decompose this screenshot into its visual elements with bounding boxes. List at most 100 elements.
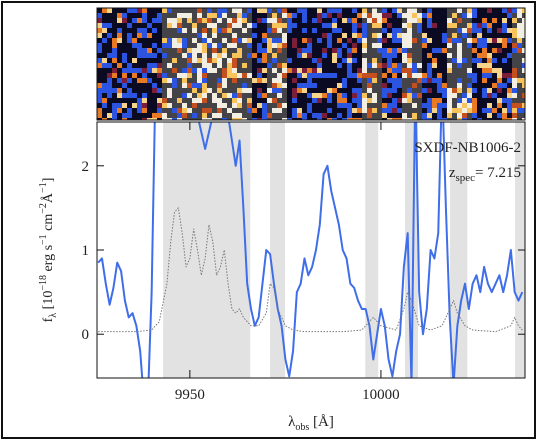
image-pixel <box>367 118 372 120</box>
image-pixel <box>452 88 457 93</box>
image-pixel <box>107 53 112 58</box>
image-pixel <box>402 48 407 53</box>
image-pixel <box>207 83 212 88</box>
image-pixel <box>452 28 457 33</box>
image-pixel <box>382 73 387 78</box>
image-pixel <box>107 23 112 28</box>
redshift-value: = 7.215 <box>475 165 521 181</box>
image-pixel <box>352 48 357 53</box>
image-pixel <box>427 8 432 13</box>
image-pixel <box>297 53 302 58</box>
image-pixel <box>317 93 322 98</box>
image-pixel <box>447 13 452 18</box>
image-pixel <box>232 93 237 98</box>
image-pixel <box>232 108 237 113</box>
image-pixel <box>472 8 477 13</box>
image-pixel <box>417 48 422 53</box>
image-pixel <box>187 103 192 108</box>
image-pixel <box>142 13 147 18</box>
image-pixel <box>382 13 387 18</box>
image-pixel <box>182 13 187 18</box>
image-pixel <box>377 103 382 108</box>
y-axis-label-part: [10 <box>41 291 56 313</box>
image-pixel <box>182 88 187 93</box>
image-pixel <box>142 8 147 13</box>
image-pixel <box>257 68 262 73</box>
image-pixel <box>472 38 477 43</box>
image-pixel <box>202 43 207 48</box>
image-pixel <box>422 103 427 108</box>
image-pixel <box>172 53 177 58</box>
image-pixel <box>202 8 207 13</box>
image-pixel <box>197 88 202 93</box>
image-pixel <box>217 43 222 48</box>
image-pixel <box>407 68 412 73</box>
image-pixel <box>452 43 457 48</box>
image-pixel <box>262 108 267 113</box>
image-pixel <box>197 23 202 28</box>
image-pixel <box>242 23 247 28</box>
image-pixel <box>497 98 502 103</box>
image-pixel <box>447 33 452 38</box>
image-pixel <box>277 48 282 53</box>
image-pixel <box>307 38 312 43</box>
image-pixel <box>462 103 467 108</box>
image-pixel <box>377 53 382 58</box>
y-tick-label: 1 <box>82 243 90 259</box>
image-pixel <box>327 13 332 18</box>
image-pixel <box>522 28 525 33</box>
image-pixel <box>237 18 242 23</box>
image-pixel <box>207 113 212 118</box>
image-pixel <box>487 38 492 43</box>
image-pixel <box>162 48 167 53</box>
image-pixel <box>362 23 367 28</box>
image-pixel <box>177 103 182 108</box>
image-pixel <box>462 43 467 48</box>
image-pixel <box>402 88 407 93</box>
image-pixel <box>202 113 207 118</box>
image-pixel <box>177 63 182 68</box>
image-pixel <box>437 98 442 103</box>
image-pixel <box>507 103 512 108</box>
x-axis-label-main: λ <box>288 414 296 430</box>
image-pixel <box>227 23 232 28</box>
image-pixel <box>247 68 252 73</box>
image-pixel <box>237 83 242 88</box>
image-pixel <box>402 68 407 73</box>
image-pixel <box>522 8 525 13</box>
image-pixel <box>227 93 232 98</box>
image-pixel <box>372 58 377 63</box>
image-pixel <box>212 8 217 13</box>
image-pixel <box>337 53 342 58</box>
image-pixel <box>207 8 212 13</box>
image-pixel <box>417 83 422 88</box>
image-pixel <box>207 43 212 48</box>
x-tick-label: 10000 <box>362 387 400 403</box>
image-pixel <box>217 48 222 53</box>
image-pixel <box>372 98 377 103</box>
image-pixel <box>412 43 417 48</box>
image-pixel <box>232 13 237 18</box>
image-pixel <box>207 48 212 53</box>
image-pixel <box>512 18 517 23</box>
image-pixel <box>177 83 182 88</box>
image-pixel <box>152 18 157 23</box>
image-pixel <box>362 13 367 18</box>
image-pixel <box>462 38 467 43</box>
image-pixel <box>192 68 197 73</box>
image-pixel <box>227 33 232 38</box>
image-pixel <box>137 28 142 33</box>
image-pixel <box>287 23 292 28</box>
image-pixel <box>137 18 142 23</box>
image-pixel <box>472 108 477 113</box>
image-pixel <box>202 38 207 43</box>
image-pixel <box>142 73 147 78</box>
image-pixel <box>452 48 457 53</box>
image-pixel <box>232 73 237 78</box>
image-pixel <box>182 8 187 13</box>
image-pixel <box>272 58 277 63</box>
image-pixel <box>172 73 177 78</box>
image-pixel <box>377 48 382 53</box>
image-pixel <box>432 58 437 63</box>
image-pixel <box>192 8 197 13</box>
